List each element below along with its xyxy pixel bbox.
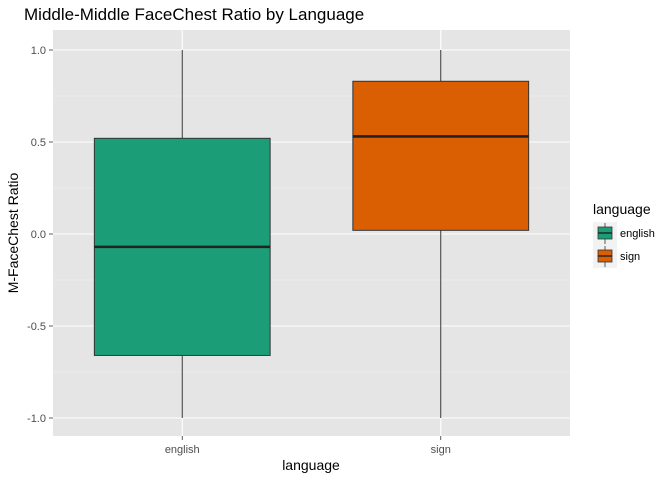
y-axis-title: M-FaceChest Ratio — [5, 172, 21, 293]
y-tick-label: -1.0 — [27, 413, 46, 425]
y-tick-label: -0.5 — [27, 321, 46, 333]
box-sign — [352, 50, 530, 418]
box-english — [93, 50, 271, 418]
box-body — [352, 80, 530, 231]
legend: language english sign — [593, 201, 655, 268]
y-tick-label: 0.5 — [31, 137, 46, 149]
legend-title: language — [593, 201, 651, 217]
legend-label: english — [620, 228, 655, 240]
box-series — [93, 50, 530, 418]
legend-key-sign — [593, 245, 617, 268]
y-tick-label: 0.0 — [31, 229, 46, 241]
x-tick-label: sign — [431, 444, 451, 456]
x-axis-ticks: english sign — [165, 436, 451, 456]
legend-label: sign — [620, 251, 640, 263]
chart-title: Middle-Middle FaceChest Ratio by Languag… — [24, 5, 364, 24]
y-axis-ticks: 1.0 0.5 0.0 -0.5 -1.0 — [27, 45, 53, 425]
y-tick-label: 1.0 — [31, 45, 46, 57]
x-tick-label: english — [165, 444, 200, 456]
x-axis-title: language — [282, 457, 340, 473]
legend-key-english — [593, 222, 617, 245]
